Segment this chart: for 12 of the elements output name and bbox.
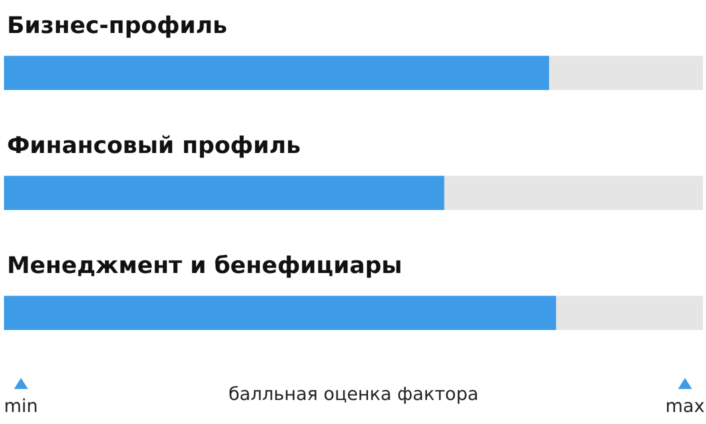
bar [444, 176, 703, 210]
bar [4, 296, 556, 330]
bar [556, 296, 703, 330]
x-axis-title: балльная оценка фактора [228, 384, 479, 405]
annotation: min [4, 396, 38, 417]
annotation: max [665, 396, 705, 417]
y-tick-label: Менеджмент и бенефициары [7, 253, 402, 279]
bar [549, 56, 703, 90]
bar [4, 56, 550, 90]
bar [4, 176, 444, 210]
y-tick-label: Финансовый профиль [7, 133, 301, 159]
y-tick-label: Бизнес-профиль [7, 13, 228, 39]
